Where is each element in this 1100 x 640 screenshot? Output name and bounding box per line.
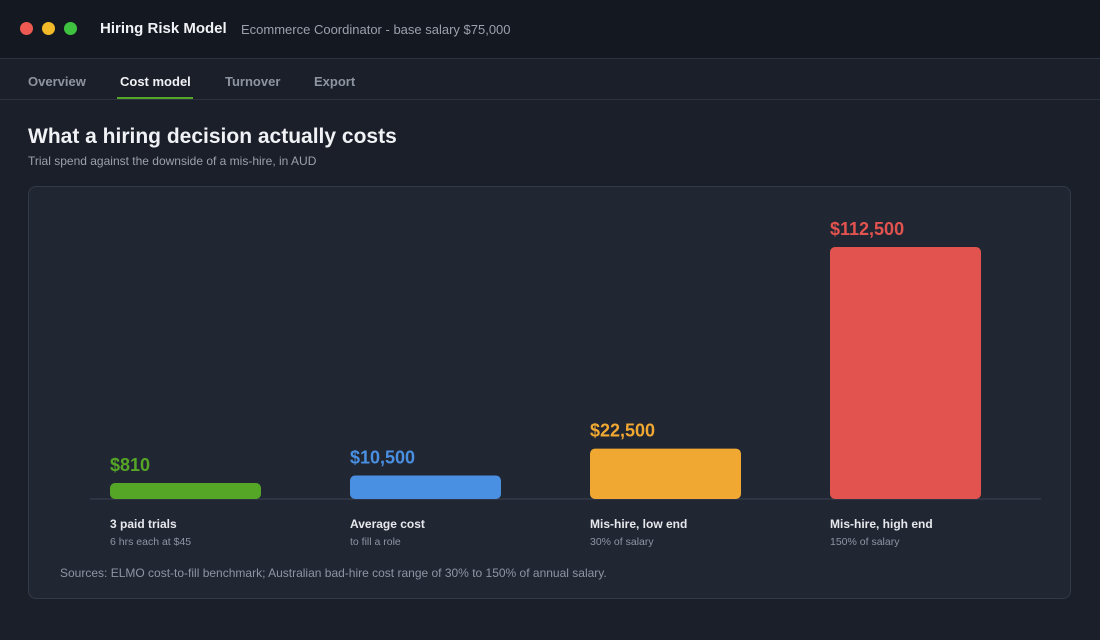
category-label: Average cost: [350, 517, 425, 531]
tab-overview[interactable]: Overview: [28, 74, 86, 89]
category-note: 150% of salary: [830, 536, 900, 548]
app-title: Hiring Risk Model: [100, 20, 227, 37]
category-note: 30% of salary: [590, 536, 654, 548]
bar: [830, 247, 981, 499]
app-subtitle: Ecommerce Coordinator - base salary $75,…: [241, 22, 511, 37]
tab-export[interactable]: Export: [314, 74, 356, 89]
bar: [110, 483, 261, 499]
bar-value-label: $10,500: [350, 447, 415, 467]
maximize-window-button[interactable]: [64, 22, 77, 35]
cost-bar-chart: $810 3 paid trials 6 hrs each at $45 $10,50…: [90, 219, 1041, 548]
category-label: Mis-hire, high end: [830, 517, 933, 531]
page-title: What a hiring decision actually costs: [28, 125, 397, 148]
bar-value-label: $810: [110, 455, 150, 475]
bar: [350, 475, 501, 499]
page-subtitle: Trial spend against the downside of a mi…: [28, 154, 317, 168]
close-window-button[interactable]: [20, 22, 33, 35]
tab-bar: Overview Cost model Turnover Export: [0, 59, 1100, 100]
title-bar: Hiring Risk Model Ecommerce Coordinator …: [0, 0, 1100, 59]
active-tab-indicator: [117, 97, 193, 99]
chart-source-note: Sources: ELMO cost-to-fill benchmark; Au…: [60, 566, 607, 580]
bar: [590, 448, 741, 499]
category-note: 6 hrs each at $45: [110, 536, 191, 548]
category-note: to fill a role: [350, 536, 401, 548]
chart-card: $810 3 paid trials 6 hrs each at $45 $10,50…: [28, 186, 1071, 599]
tab-cost-model[interactable]: Cost model: [120, 74, 191, 89]
category-label: 3 paid trials: [110, 517, 177, 531]
bar-value-label: $112,500: [830, 219, 904, 239]
bar-value-label: $22,500: [590, 421, 655, 441]
minimize-window-button[interactable]: [42, 22, 55, 35]
tab-turnover[interactable]: Turnover: [225, 74, 281, 89]
category-label: Mis-hire, low end: [590, 517, 687, 531]
